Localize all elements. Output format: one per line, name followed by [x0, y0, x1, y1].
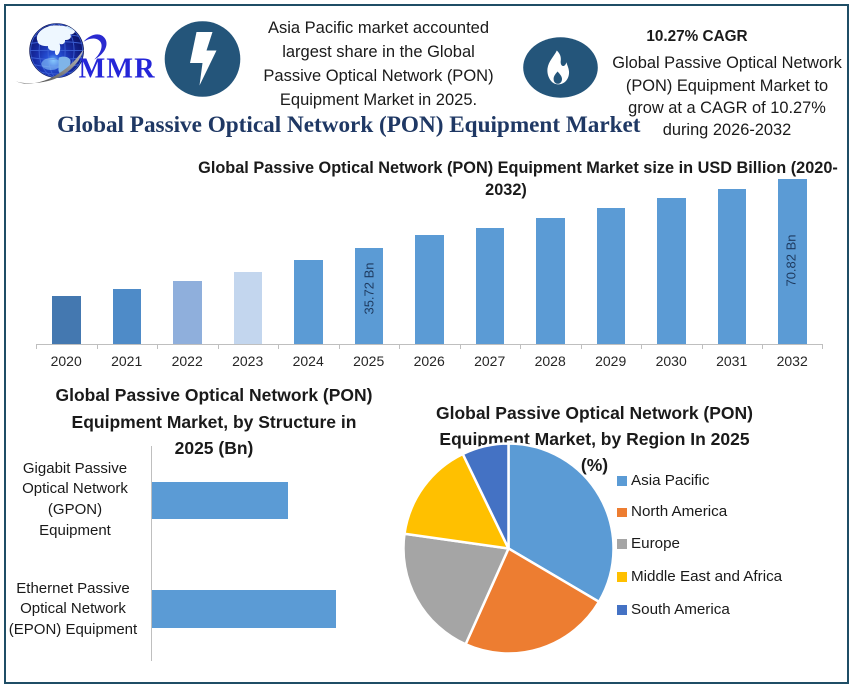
svg-text:MMR: MMR: [79, 54, 156, 85]
